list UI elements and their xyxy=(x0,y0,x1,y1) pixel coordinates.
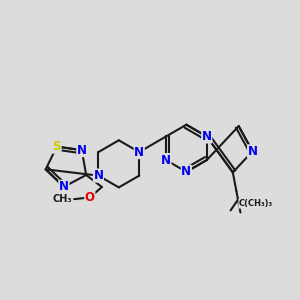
Text: N: N xyxy=(248,145,257,158)
Text: N: N xyxy=(134,146,144,159)
Text: N: N xyxy=(182,165,191,178)
Text: C(CH₃)₃: C(CH₃)₃ xyxy=(239,199,273,208)
Text: S: S xyxy=(52,140,61,153)
Text: CH₃: CH₃ xyxy=(53,194,73,204)
Text: N: N xyxy=(59,180,69,194)
Text: O: O xyxy=(85,191,95,204)
Text: N: N xyxy=(202,130,212,143)
Text: N: N xyxy=(161,154,171,166)
Text: N: N xyxy=(93,169,103,182)
Text: N: N xyxy=(77,144,87,157)
